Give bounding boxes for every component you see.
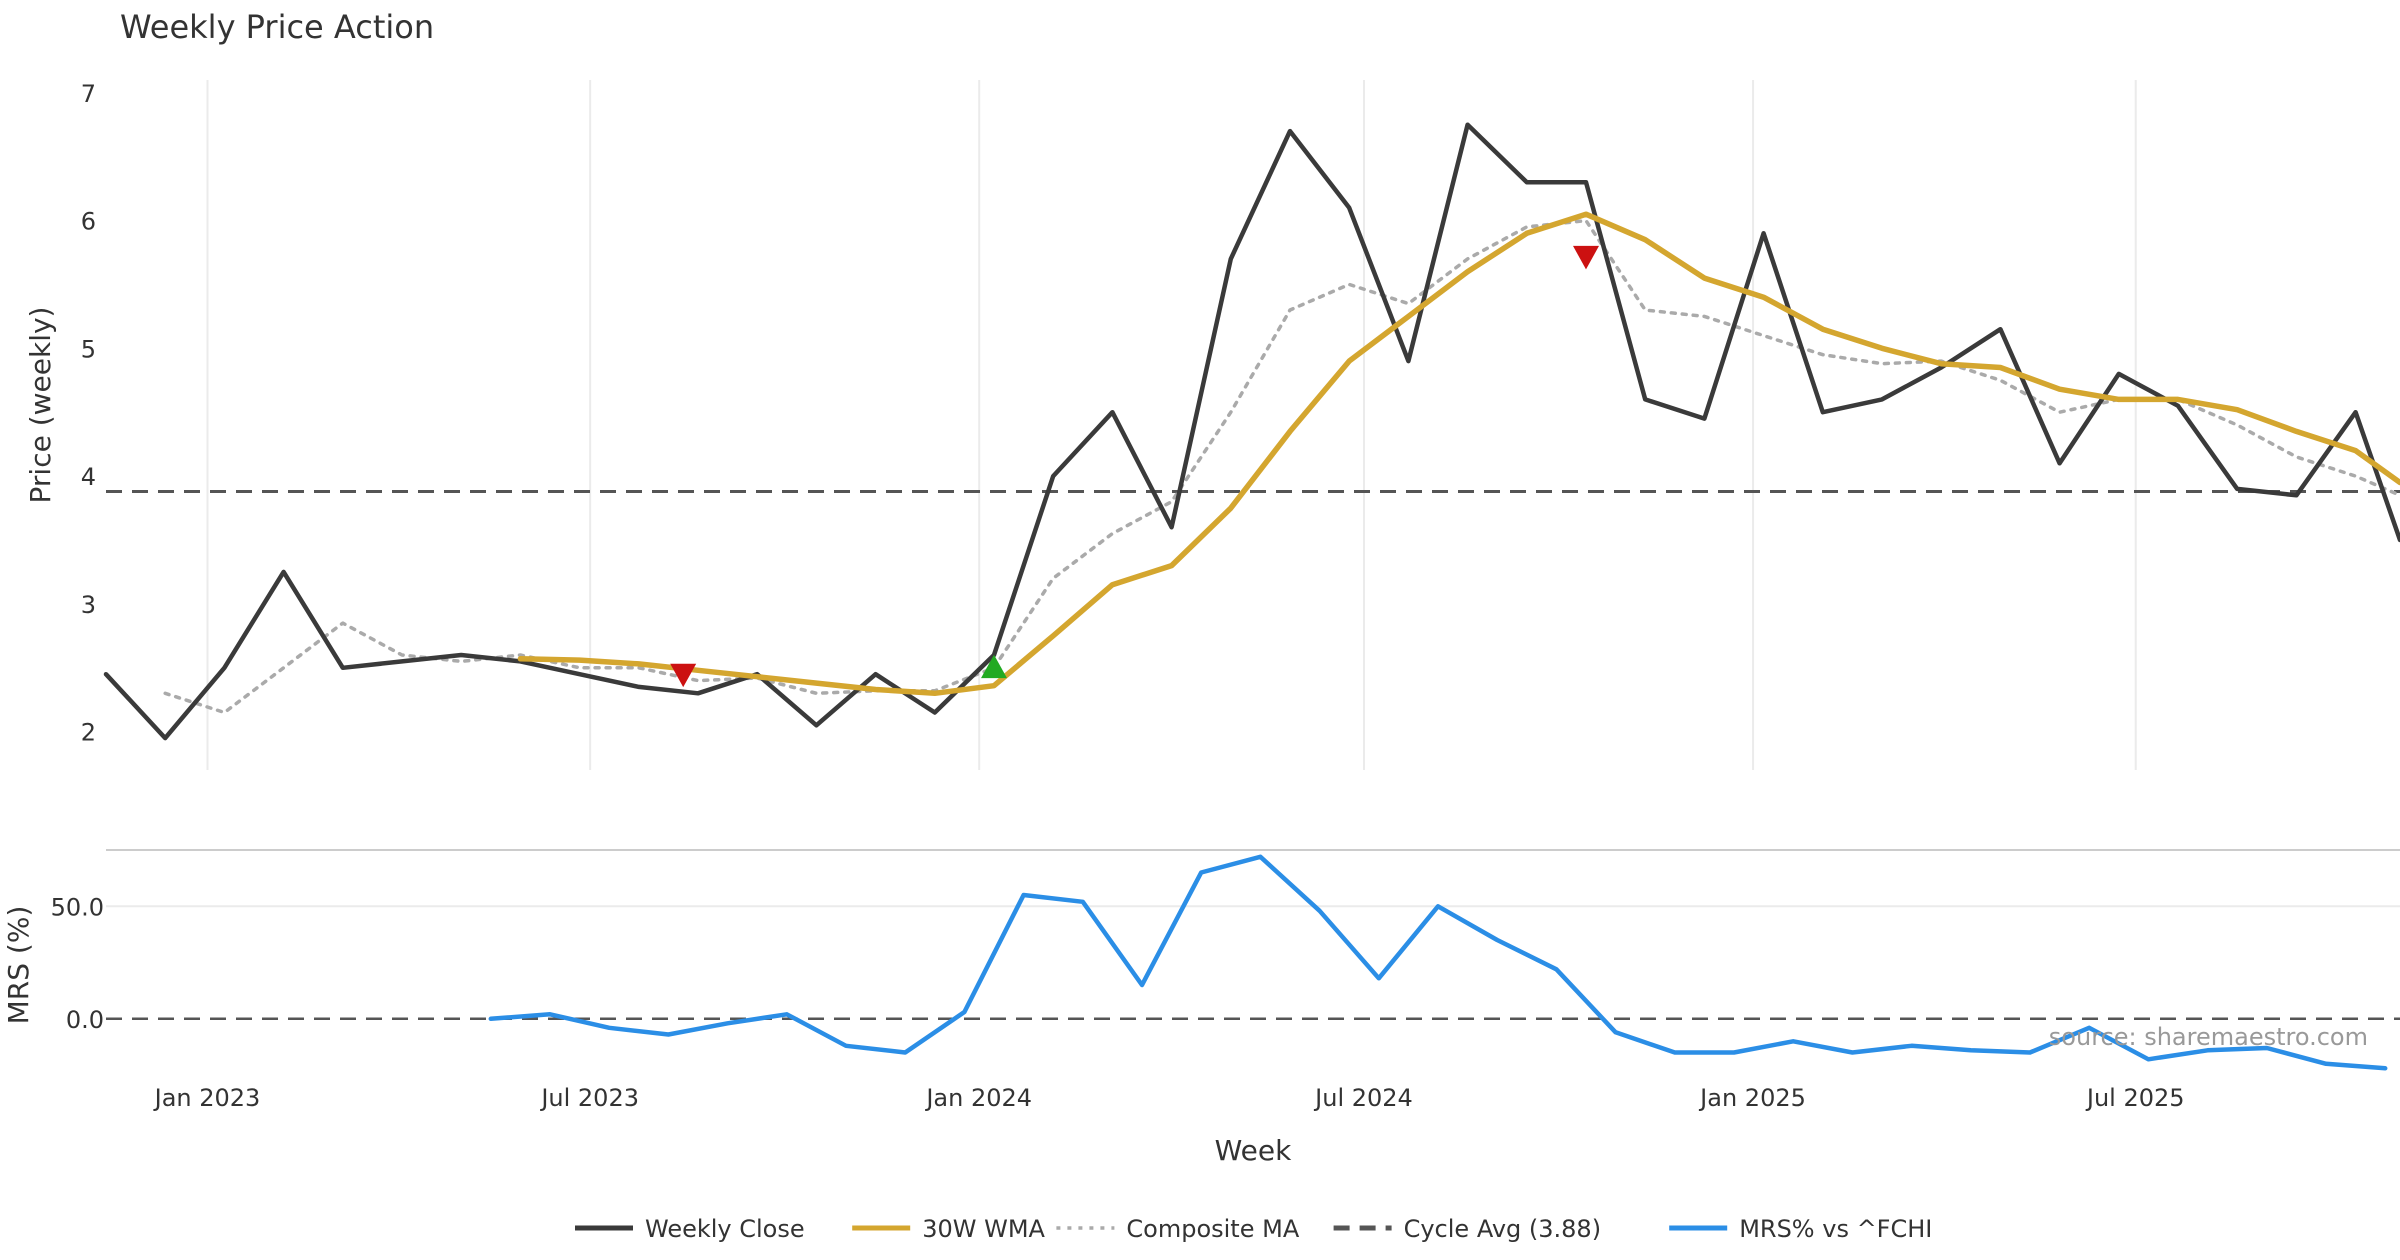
x-axis-label: Week — [1215, 1134, 1292, 1167]
chart-title: Weekly Price Action — [120, 8, 434, 46]
price-y-tick-label: 7 — [81, 80, 96, 108]
price-y-tick-label: 6 — [81, 208, 96, 236]
legend-label: Cycle Avg (3.88) — [1404, 1215, 1601, 1243]
x-tick-label: Jul 2024 — [1313, 1084, 1413, 1112]
price-30w-wma-series — [517, 211, 2400, 697]
buy-signal-marker — [981, 654, 1007, 679]
mrs-y-axis-label: MRS (%) — [2, 906, 35, 1025]
price-y-tick-label: 4 — [81, 463, 96, 491]
legend-label: 30W WMA — [922, 1215, 1045, 1243]
sell-signal-marker — [1573, 245, 1599, 270]
x-tick-label: Jan 2023 — [153, 1084, 261, 1112]
mrs-y-ticks: 0.0 50.0 — [51, 893, 104, 1034]
legend-label: Weekly Close — [645, 1215, 805, 1243]
price-y-tick-label: 3 — [81, 591, 96, 619]
price-series-group — [103, 122, 2400, 741]
source-credit: source: sharemaestro.com — [2049, 1023, 2368, 1051]
mrs-y-tick-label: 0.0 — [66, 1006, 104, 1034]
price-y-axis-label: Price (weekly) — [24, 307, 57, 504]
mrs-y-tick-label: 50.0 — [51, 893, 104, 921]
x-tick-label: Jul 2023 — [539, 1084, 639, 1112]
price-y-ticks: 2 3 4 5 6 7 — [81, 80, 96, 747]
price-y-tick-label: 2 — [81, 719, 96, 747]
legend: Weekly Close 30W WMA Composite MA Cycle Avg… — [575, 1215, 1932, 1243]
price-y-tick-label: 5 — [81, 335, 96, 363]
x-tick-label: Jan 2025 — [1698, 1084, 1806, 1112]
legend-label: MRS% vs ^FCHI — [1739, 1215, 1932, 1243]
sell-signal-marker — [670, 663, 697, 688]
mrs-series-group — [106, 854, 2400, 1071]
price-weekly-close-series — [103, 122, 2400, 741]
signal-markers — [670, 245, 1599, 688]
price-grid — [206, 80, 2137, 770]
mrs-mrs-vs-fchi-series — [488, 854, 2388, 1071]
legend-label: Composite MA — [1126, 1215, 1299, 1243]
x-tick-label: Jan 2024 — [924, 1084, 1032, 1112]
x-ticks: Jan 2023 Jul 2023 Jan 2024 Jul 2024 Jan 2025… — [153, 1084, 2185, 1112]
x-tick-label: Jul 2025 — [2085, 1084, 2185, 1112]
